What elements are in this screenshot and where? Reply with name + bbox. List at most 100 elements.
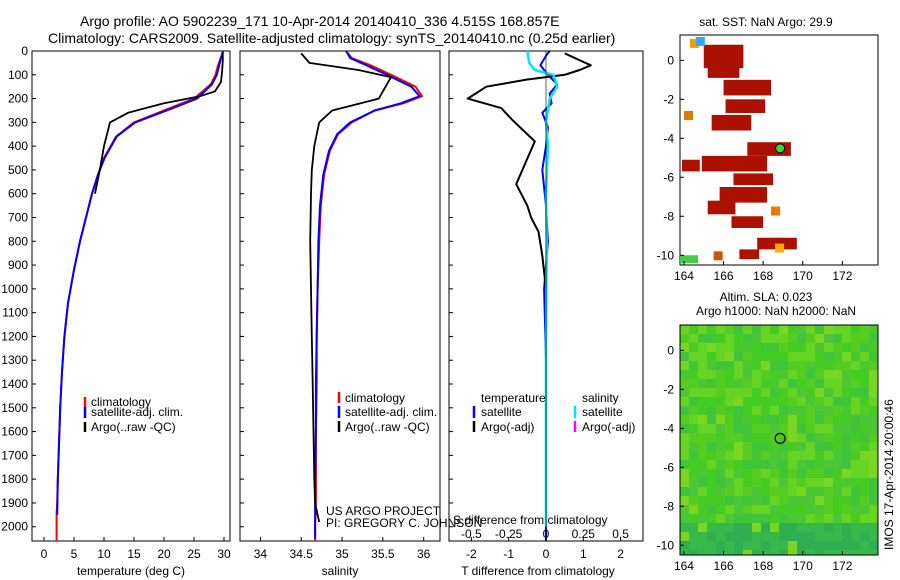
sst-cell bbox=[711, 114, 752, 131]
sla-cell bbox=[806, 523, 815, 532]
sla-cell bbox=[689, 379, 698, 388]
sla-cell bbox=[734, 352, 743, 361]
x-tick-label: 20 bbox=[157, 547, 171, 561]
salinity-panel bbox=[239, 50, 441, 542]
temperature-panel bbox=[31, 50, 231, 542]
sla-cell bbox=[734, 469, 743, 478]
sla-cell bbox=[788, 361, 797, 370]
sla-cell bbox=[752, 451, 761, 460]
sla-cell bbox=[680, 388, 689, 397]
map-y-tick-label: -6 bbox=[663, 460, 674, 474]
sla-cell bbox=[851, 460, 860, 469]
sla-cell bbox=[797, 343, 806, 352]
sla-cell bbox=[806, 424, 815, 433]
sla-cell bbox=[698, 406, 707, 415]
sla-cell bbox=[716, 415, 725, 424]
sla-cell bbox=[761, 514, 770, 523]
sst-cell bbox=[701, 155, 768, 172]
sla-cell bbox=[707, 379, 716, 388]
header-line2: Climatology: CARS2009. Satellite-adjuste… bbox=[48, 30, 615, 46]
sla-cell bbox=[842, 523, 851, 532]
sla-cell bbox=[725, 406, 734, 415]
sla-cell bbox=[743, 532, 752, 541]
sla-cell bbox=[815, 343, 824, 352]
sla-cell bbox=[770, 451, 779, 460]
depth-tick-label: 100 bbox=[8, 68, 28, 82]
sla-cell bbox=[689, 424, 698, 433]
sla-cell bbox=[779, 388, 788, 397]
x-tick-label: 25 bbox=[187, 547, 201, 561]
sla-cell bbox=[725, 505, 734, 514]
sla-cell bbox=[842, 433, 851, 442]
sla-cell bbox=[815, 469, 824, 478]
sla-cell bbox=[734, 478, 743, 487]
x-tick-label: 15 bbox=[127, 547, 141, 561]
sla-cell bbox=[842, 343, 851, 352]
depth-tick-label: 400 bbox=[8, 139, 28, 153]
sla-cell bbox=[851, 352, 860, 361]
sla-cell bbox=[779, 379, 788, 388]
sla-cell bbox=[725, 388, 734, 397]
depth-tick-label: 200 bbox=[8, 92, 28, 106]
sla-cell bbox=[680, 397, 689, 406]
sla-cell bbox=[698, 442, 707, 451]
depth-tick-label: 1500 bbox=[1, 401, 28, 415]
sla-cell bbox=[788, 370, 797, 379]
sla-cell bbox=[788, 325, 797, 334]
sla-cell bbox=[788, 496, 797, 505]
sla-cell bbox=[680, 523, 689, 532]
map-x-tick-label: 166 bbox=[714, 269, 734, 283]
sla-cell bbox=[752, 424, 761, 433]
sla-cell bbox=[824, 550, 833, 555]
s-difference-label: S difference from climatology bbox=[453, 513, 608, 527]
sla-cell bbox=[806, 415, 815, 424]
x-tick-label: 10 bbox=[97, 547, 111, 561]
sla-cell bbox=[833, 397, 842, 406]
sla-cell bbox=[770, 460, 779, 469]
difference-series bbox=[466, 50, 592, 541]
sla-cell bbox=[869, 451, 878, 460]
sla-cell bbox=[797, 397, 806, 406]
sla-cell bbox=[788, 451, 797, 460]
sla-cell bbox=[788, 541, 797, 550]
sla-cell bbox=[842, 469, 851, 478]
map-y-tick-label: 0 bbox=[667, 53, 674, 67]
sla-cell bbox=[797, 442, 806, 451]
sla-cell bbox=[707, 334, 716, 343]
sla-cell bbox=[725, 370, 734, 379]
sla-cell bbox=[743, 451, 752, 460]
sla-cell bbox=[734, 361, 743, 370]
sla-cell bbox=[842, 424, 851, 433]
sla-cell bbox=[689, 343, 698, 352]
sla-cell bbox=[869, 523, 878, 532]
sla-cell bbox=[734, 397, 743, 406]
sla-cell bbox=[797, 352, 806, 361]
sla-cell bbox=[815, 406, 824, 415]
legend-t-argo: Argo(-adj) bbox=[481, 420, 534, 434]
sla-cell bbox=[689, 415, 698, 424]
sla-cell bbox=[734, 541, 743, 550]
sla-cell bbox=[869, 370, 878, 379]
argo-position-ring bbox=[774, 432, 786, 444]
sla-cell bbox=[869, 541, 878, 550]
depth-tick-label: 500 bbox=[8, 163, 28, 177]
sla-cell bbox=[725, 496, 734, 505]
sla-cell bbox=[761, 379, 770, 388]
x-tick-label: 0 bbox=[543, 547, 550, 561]
sla-cell bbox=[824, 325, 833, 334]
sla-cell bbox=[788, 406, 797, 415]
sla-cell bbox=[851, 370, 860, 379]
sla-cell bbox=[707, 424, 716, 433]
sla-cell bbox=[743, 334, 752, 343]
sst-cell bbox=[681, 159, 700, 172]
sla-cell bbox=[851, 442, 860, 451]
sla-cell bbox=[806, 325, 815, 334]
sla-cell bbox=[833, 478, 842, 487]
sla-cell bbox=[743, 343, 752, 352]
sla-cell bbox=[851, 406, 860, 415]
sla-cell bbox=[761, 361, 770, 370]
sla-cell bbox=[869, 343, 878, 352]
sla-cell bbox=[797, 424, 806, 433]
sla-cell bbox=[797, 379, 806, 388]
sla-cell bbox=[806, 379, 815, 388]
